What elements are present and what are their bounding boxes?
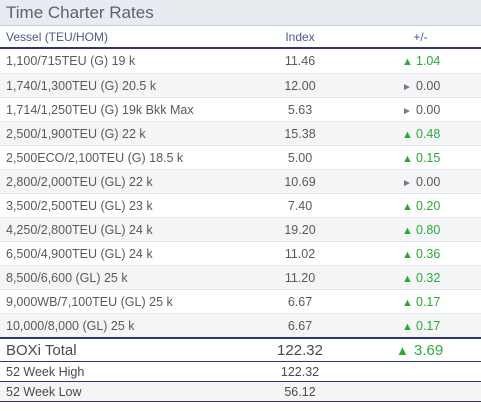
rates-table-body: 1,100/715TEU (G) 19 k 11.46 ▲ 1.04 1,740/1,3…	[0, 49, 481, 337]
vessel-cell: 6,500/4,900TEU (GL) 24 k	[6, 246, 153, 261]
vessel-cell: 2,800/2,000TEU (GL) 22 k	[6, 174, 153, 189]
index-cell: 7.40	[287, 198, 313, 213]
change-value: 0.17	[416, 294, 441, 309]
total-label: BOXi Total	[6, 341, 77, 359]
table-row: 4,250/2,800TEU (GL) 24 k 19.20 ▲ 0.80	[0, 217, 481, 241]
stat-label: 52 Week High	[6, 364, 85, 379]
vessel-cell: 2,500/1,900TEU (G) 22 k	[6, 126, 146, 141]
vessel-cell: 8,500/6,600 (GL) 25 k	[6, 270, 128, 285]
table-row: 1,714/1,250TEU (G) 19k Bkk Max 5.63 ► 0.00	[0, 97, 481, 121]
vessel-cell: 10,000/8,000 (GL) 25 k	[6, 318, 135, 333]
total-change-cell: ▲ 3.69	[360, 342, 481, 359]
vessel-cell: 3,500/2,500TEU (GL) 23 k	[6, 198, 153, 213]
index-cell: 11.02	[284, 246, 316, 261]
right-arrow-icon: ►	[402, 81, 412, 93]
change-value: 0.15	[416, 150, 441, 165]
index-cell: 15.38	[284, 126, 316, 141]
change-value: 0.80	[416, 222, 441, 237]
index-cell: 12.00	[284, 78, 316, 93]
index-cell: 19.20	[284, 222, 316, 237]
change-value: 0.17	[416, 318, 441, 333]
change-value: 1.04	[416, 54, 441, 68]
change-cell: ► 0.00	[360, 175, 481, 189]
table-header: Vessel (TEU/HOM) Index +/-	[0, 26, 481, 49]
table-row: 10,000/8,000 (GL) 25 k 6.67 ▲ 0.17	[0, 313, 481, 337]
table-row: 8,500/6,600 (GL) 25 k 11.20 ▲ 0.32	[0, 265, 481, 289]
stat-row-low: 52 Week Low 56.12	[0, 382, 481, 402]
table-row: 2,500ECO/2,100TEU (G) 18.5 k 5.00 ▲ 0.15	[0, 145, 481, 169]
change-cell: ▲ 0.17	[360, 319, 481, 333]
change-cell: ▲ 0.15	[360, 151, 481, 165]
change-value: 0.00	[416, 78, 441, 93]
change-cell: ► 0.00	[360, 79, 481, 93]
total-index: 122.32	[277, 341, 323, 359]
up-arrow-icon: ▲	[402, 56, 413, 68]
change-cell: ▲ 1.04	[360, 54, 481, 68]
up-arrow-icon: ▲	[402, 152, 413, 165]
up-arrow-icon: ▲	[402, 200, 413, 213]
up-arrow-icon: ▲	[402, 320, 413, 333]
stat-value: 122.32	[280, 364, 320, 379]
vessel-cell: 2,500ECO/2,100TEU (G) 18.5 k	[6, 150, 184, 165]
index-cell: 11.46	[284, 54, 316, 68]
up-arrow-icon: ▲	[402, 224, 413, 237]
index-cell: 11.20	[284, 270, 316, 285]
change-value: 0.36	[416, 246, 441, 261]
up-arrow-icon: ▲	[396, 342, 409, 358]
change-value: 0.00	[416, 174, 441, 189]
total-row: BOXi Total 122.32 ▲ 3.69	[0, 337, 481, 362]
page-title: Time Charter Rates	[6, 2, 154, 22]
table-row: 9,000WB/7,100TEU (GL) 25 k 6.67 ▲ 0.17	[0, 289, 481, 313]
change-value: 0.32	[416, 270, 441, 285]
index-cell: 10.69	[284, 174, 316, 189]
vessel-cell: 1,714/1,250TEU (G) 19k Bkk Max	[6, 102, 194, 117]
stat-label: 52 Week Low	[6, 384, 82, 399]
index-cell: 5.00	[287, 150, 313, 165]
change-cell: ▲ 0.20	[360, 199, 481, 213]
column-header-vessel: Vessel (TEU/HOM)	[6, 29, 109, 44]
right-arrow-icon: ►	[402, 177, 412, 189]
table-row: 1,740/1,300TEU (G) 20.5 k 12.00 ► 0.00	[0, 73, 481, 97]
up-arrow-icon: ▲	[402, 296, 413, 309]
column-header-change: +/-	[413, 29, 428, 44]
vessel-cell: 1,740/1,300TEU (G) 20.5 k	[6, 78, 157, 93]
up-arrow-icon: ▲	[402, 248, 413, 261]
vessel-cell: 1,100/715TEU (G) 19 k	[6, 54, 136, 68]
change-cell: ▲ 0.32	[360, 271, 481, 285]
index-cell: 5.63	[287, 102, 313, 117]
index-cell: 6.67	[287, 294, 313, 309]
change-cell: ▲ 0.17	[360, 295, 481, 309]
stat-row-high: 52 Week High 122.32	[0, 362, 481, 382]
total-change: 3.69	[414, 341, 444, 359]
change-cell: ▲ 0.48	[360, 127, 481, 141]
table-row: 6,500/4,900TEU (GL) 24 k 11.02 ▲ 0.36	[0, 241, 481, 265]
up-arrow-icon: ▲	[402, 128, 413, 141]
change-value: 0.48	[416, 126, 441, 141]
index-cell: 6.67	[287, 318, 313, 333]
column-header-index: Index	[285, 29, 315, 44]
vessel-cell: 9,000WB/7,100TEU (GL) 25 k	[6, 294, 173, 309]
stat-value: 56.12	[284, 384, 316, 399]
title-bar: Time Charter Rates	[0, 0, 481, 26]
vessel-cell: 4,250/2,800TEU (GL) 24 k	[6, 222, 153, 237]
table-row: 2,500/1,900TEU (G) 22 k 15.38 ▲ 0.48	[0, 121, 481, 145]
table-row: 2,800/2,000TEU (GL) 22 k 10.69 ► 0.00	[0, 169, 481, 193]
table-row: 3,500/2,500TEU (GL) 23 k 7.40 ▲ 0.20	[0, 193, 481, 217]
change-cell: ▲ 0.36	[360, 247, 481, 261]
change-value: 0.20	[416, 198, 441, 213]
change-value: 0.00	[416, 102, 441, 117]
up-arrow-icon: ▲	[402, 272, 413, 285]
table-row: 1,100/715TEU (G) 19 k 11.46 ▲ 1.04	[0, 49, 481, 73]
change-cell: ▲ 0.80	[360, 223, 481, 237]
change-cell: ► 0.00	[360, 103, 481, 117]
right-arrow-icon: ►	[402, 105, 412, 117]
